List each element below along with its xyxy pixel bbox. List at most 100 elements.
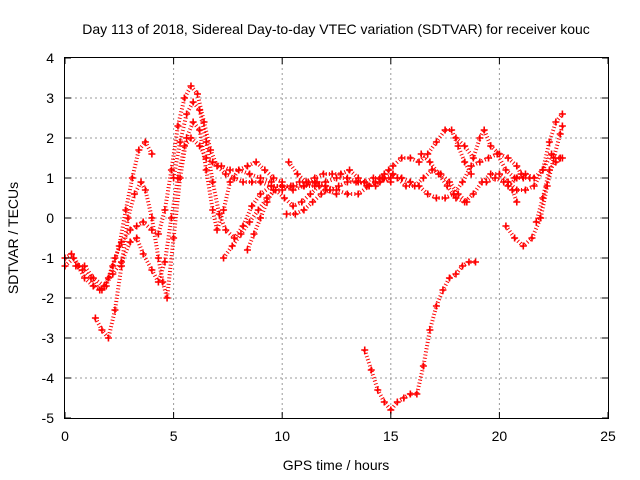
data-point-marker — [89, 274, 97, 282]
data-point-marker — [207, 146, 215, 154]
data-point-marker — [487, 170, 495, 178]
data-point-marker — [419, 174, 427, 182]
data-point-marker — [289, 186, 297, 194]
data-point-marker — [441, 194, 449, 202]
data-point-marker — [465, 258, 473, 266]
data-point-marker — [389, 162, 397, 170]
data-point-marker — [467, 170, 475, 178]
data-point-marker — [109, 262, 117, 270]
data-point-marker — [176, 138, 184, 146]
data-point-marker — [393, 174, 401, 182]
data-point-marker — [170, 234, 178, 242]
data-point-marker — [104, 274, 112, 282]
series-sat-r-markers — [361, 258, 480, 414]
data-point-marker — [117, 258, 125, 266]
data-point-marker — [289, 202, 297, 210]
data-point-marker — [287, 182, 295, 190]
data-point-marker — [89, 282, 97, 290]
data-point-marker — [511, 234, 519, 242]
data-point-marker — [193, 90, 201, 98]
data-point-marker — [217, 162, 225, 170]
data-point-marker — [424, 190, 432, 198]
data-point-marker — [126, 238, 134, 246]
data-point-marker — [426, 326, 434, 334]
data-point-marker — [81, 262, 89, 270]
data-point-marker — [543, 182, 551, 190]
series-sat-h-markers — [283, 174, 395, 218]
data-point-marker — [228, 242, 236, 250]
data-point-marker — [183, 110, 191, 118]
series-sat-p-markers — [502, 122, 566, 250]
data-point-marker — [424, 150, 432, 158]
data-point-marker — [291, 210, 299, 218]
y-tick-label: -1 — [42, 250, 55, 266]
data-point-marker — [441, 126, 449, 134]
data-point-marker — [135, 146, 143, 154]
data-point-marker — [508, 186, 516, 194]
series-sat-k — [378, 168, 469, 204]
data-point-marker — [537, 214, 545, 222]
y-tick-label: 1 — [46, 170, 54, 186]
data-point-marker — [226, 178, 234, 186]
data-point-marker — [472, 258, 480, 266]
data-point-marker — [222, 170, 230, 178]
plot-frame — [64, 57, 609, 419]
data-point-marker — [315, 182, 323, 190]
data-point-marker — [354, 190, 362, 198]
data-point-marker — [235, 166, 243, 174]
data-point-marker — [491, 174, 499, 182]
data-point-marker — [100, 282, 108, 290]
series-sat-l — [419, 152, 562, 204]
data-point-marker — [528, 234, 536, 242]
y-tick-label: -3 — [42, 330, 55, 346]
x-tick-label: 5 — [170, 428, 178, 444]
data-point-marker — [354, 174, 362, 182]
data-point-marker — [161, 258, 169, 266]
data-point-marker — [545, 166, 553, 174]
data-point-marker — [124, 214, 132, 222]
data-point-marker — [148, 214, 156, 222]
data-point-marker — [306, 190, 314, 198]
data-point-marker — [419, 362, 427, 370]
series-sat-n-markers — [482, 174, 521, 206]
data-point-marker — [209, 178, 217, 186]
data-point-marker — [70, 254, 78, 262]
data-point-marker — [170, 174, 178, 182]
data-point-marker — [432, 302, 440, 310]
data-point-marker — [400, 394, 408, 402]
data-point-marker — [398, 154, 406, 162]
data-point-marker — [296, 178, 304, 186]
data-point-marker — [109, 270, 117, 278]
data-point-marker — [230, 234, 238, 242]
data-point-marker — [443, 182, 451, 190]
data-point-marker — [148, 150, 156, 158]
data-point-marker — [122, 206, 130, 214]
series-sat-o-markers — [504, 110, 566, 190]
data-point-marker — [513, 198, 521, 206]
data-point-marker — [154, 254, 162, 262]
data-point-marker — [432, 138, 440, 146]
data-point-marker — [248, 178, 256, 186]
data-point-marker — [300, 206, 308, 214]
data-point-marker — [300, 182, 308, 190]
data-point-marker — [380, 398, 388, 406]
data-point-marker — [363, 182, 371, 190]
data-point-marker — [237, 230, 245, 238]
data-point-marker — [250, 230, 258, 238]
series-sat-i-markers — [285, 126, 475, 190]
data-point-marker — [539, 166, 547, 174]
data-point-marker — [256, 214, 264, 222]
data-point-marker — [111, 306, 119, 314]
data-point-marker — [96, 286, 104, 294]
data-point-marker — [141, 186, 149, 194]
data-point-marker — [469, 190, 477, 198]
data-point-marker — [202, 166, 210, 174]
data-point-marker — [311, 174, 319, 182]
data-point-marker — [432, 194, 440, 202]
data-point-marker — [458, 262, 466, 270]
data-point-marker — [126, 226, 134, 234]
data-point-marker — [406, 154, 414, 162]
data-point-marker — [141, 138, 149, 146]
data-point-marker — [202, 138, 210, 146]
